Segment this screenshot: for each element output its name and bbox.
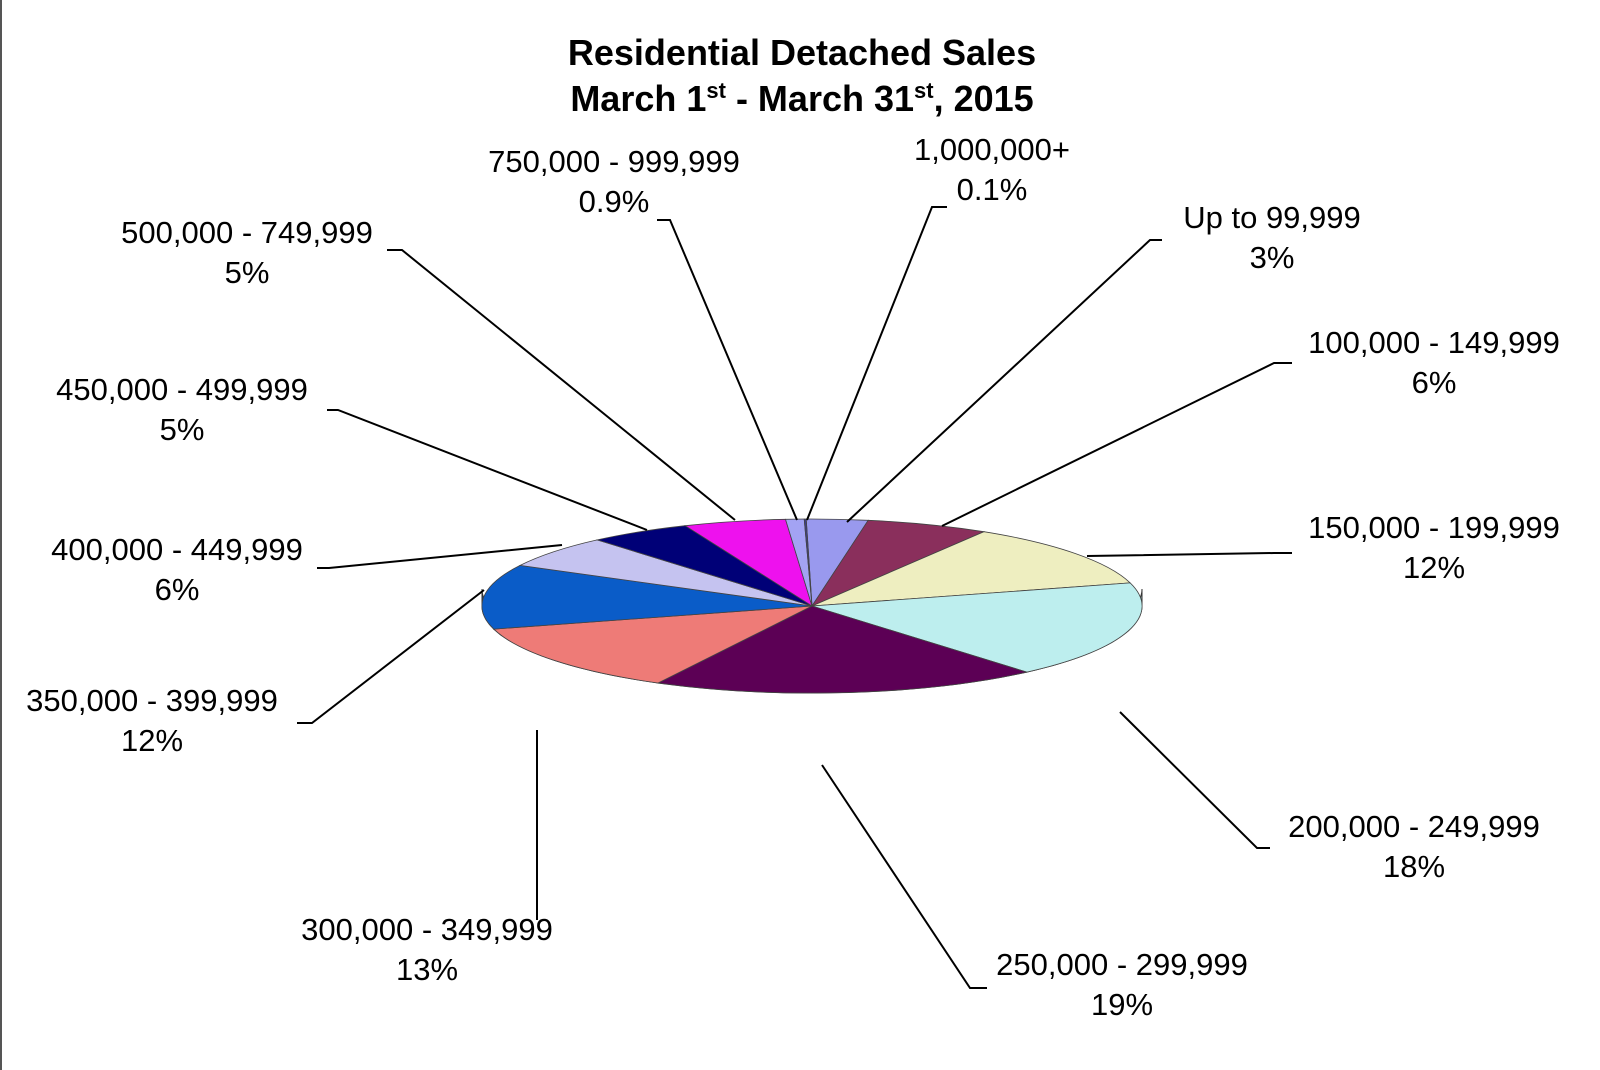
slice-150-000-199-999 xyxy=(811,531,1132,607)
title-date-end-suffix: st xyxy=(914,78,934,103)
label-range-300-000-349-999: 300,000 - 349,999 xyxy=(301,912,553,947)
leader-line-350-000-399-999 xyxy=(297,589,485,724)
label-range-450-000-499-999: 450,000 - 499,999 xyxy=(56,372,308,407)
label-percent-up-to-99-999: 3% xyxy=(1250,240,1295,275)
label-percent-200-000-249-999: 18% xyxy=(1383,849,1445,884)
leader-line-450-000-499-999 xyxy=(327,409,648,531)
title-date-start-suffix: st xyxy=(706,78,726,103)
leader-line-500-000-749-999 xyxy=(387,249,736,521)
label-percent-750-000-999-999: 0.9% xyxy=(579,184,650,219)
label-percent-100-000-149-999: 6% xyxy=(1412,365,1457,400)
leader-line-250-000-299-999 xyxy=(821,764,987,989)
label-range-up-to-99-999: Up to 99,999 xyxy=(1183,200,1361,235)
label-percent-150-000-199-999: 12% xyxy=(1403,550,1465,585)
title-date-end: - March 31 xyxy=(725,78,915,119)
slice-1-000-000 xyxy=(803,518,813,607)
leader-line-100-000-149-999 xyxy=(941,362,1292,527)
slice-100-000-149-999 xyxy=(810,519,986,607)
pie-top xyxy=(481,518,1143,694)
slice-400-000-449-999 xyxy=(518,539,813,607)
leader-line-400-000-449-999 xyxy=(317,544,563,569)
leader-line-150-000-199-999 xyxy=(1086,552,1292,557)
slice-350-000-399-999 xyxy=(481,564,813,630)
label-range-500-000-749-999: 500,000 - 749,999 xyxy=(121,215,373,250)
title-date-start: March 1 xyxy=(570,78,707,119)
slice-200-000-249-999 xyxy=(811,582,1143,673)
label-range-1-000-000: 1,000,000+ xyxy=(914,132,1070,167)
pie-labels: Up to 99,999 3% 100,000 - 149,999 6% 150,000… xyxy=(26,132,1560,1022)
slice-250-000-299-999 xyxy=(656,605,1029,694)
label-range-400-000-449-999: 400,000 - 449,999 xyxy=(51,532,303,567)
label-range-250-000-299-999: 250,000 - 299,999 xyxy=(996,947,1248,982)
label-range-100-000-149-999: 100,000 - 149,999 xyxy=(1308,325,1560,360)
leader-line-up-to-99-999 xyxy=(846,239,1162,523)
leader-line-1-000-000 xyxy=(806,206,947,521)
chart-title-line2: March 1st - March 31st, 2015 xyxy=(570,78,1033,119)
label-range-200-000-249-999: 200,000 - 249,999 xyxy=(1288,809,1540,844)
leader-line-200-000-249-999 xyxy=(1119,711,1270,849)
label-percent-300-000-349-999: 13% xyxy=(396,952,458,987)
title-year: , 2015 xyxy=(933,78,1034,119)
label-percent-450-000-499-999: 5% xyxy=(160,412,205,447)
slice-300-000-349-999 xyxy=(492,605,813,684)
label-percent-400-000-449-999: 6% xyxy=(155,572,200,607)
chart-title: Residential Detached Sales March 1st - M… xyxy=(2,30,1600,122)
label-percent-1-000-000: 0.1% xyxy=(957,172,1028,207)
label-percent-500-000-749-999: 5% xyxy=(225,255,270,290)
label-range-150-000-199-999: 150,000 - 199,999 xyxy=(1308,510,1560,545)
label-range-750-000-999-999: 750,000 - 999,999 xyxy=(488,144,740,179)
label-range-350-000-399-999: 350,000 - 399,999 xyxy=(26,683,278,718)
chart-title-line1: Residential Detached Sales xyxy=(567,32,1037,73)
label-percent-250-000-299-999: 19% xyxy=(1091,987,1153,1022)
label-percent-350-000-399-999: 12% xyxy=(121,723,183,758)
leader-line-750-000-999-999 xyxy=(657,219,798,521)
